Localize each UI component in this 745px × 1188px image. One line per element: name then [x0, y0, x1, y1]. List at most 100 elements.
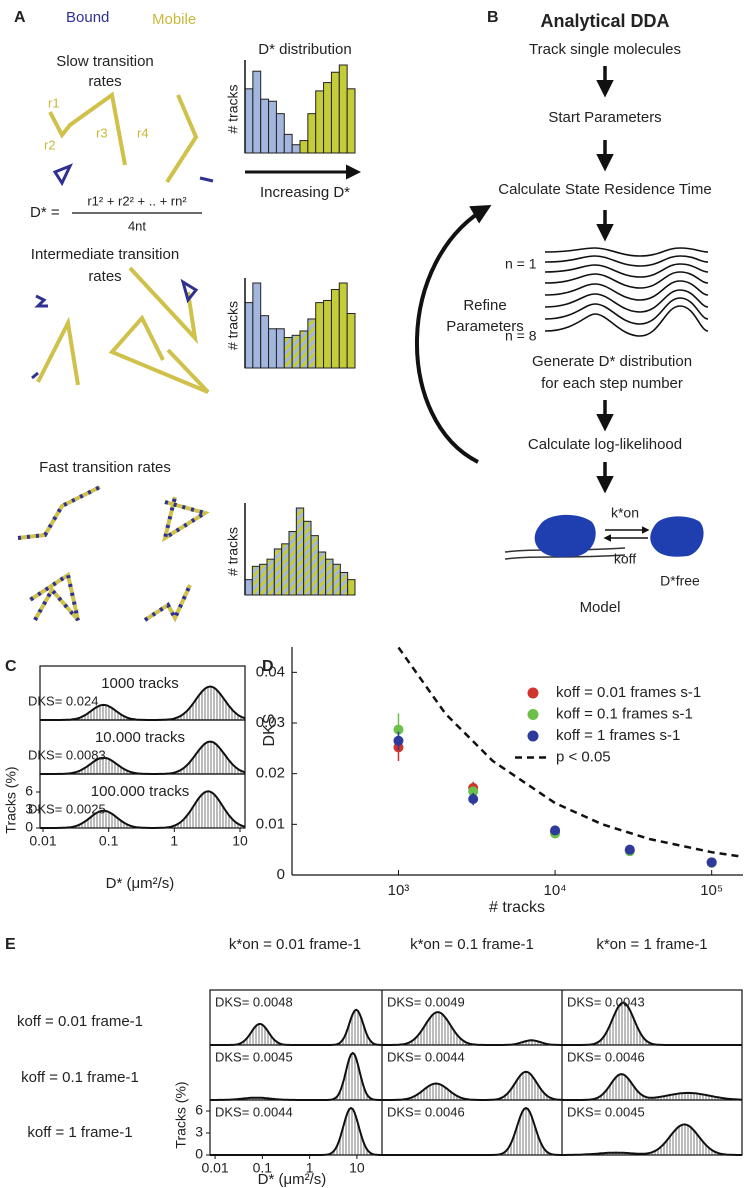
legend-marker [527, 687, 539, 699]
y-axis-label: # tracks [225, 527, 241, 576]
y-tick-label: 3 [25, 801, 33, 817]
y-tick-label: 6 [195, 1102, 203, 1118]
histogram-bar [252, 282, 262, 369]
step-count: n = 1 [505, 256, 537, 272]
histogram-bar [291, 334, 301, 369]
x-tick-label: 1 [170, 833, 178, 849]
section-title: Fast transition rates [39, 459, 171, 476]
x-tick-label: 10⁵ [700, 882, 723, 899]
legend-mobile: Mobile [152, 11, 196, 28]
histogram-bar [260, 315, 270, 369]
column-label: k*on = 1 frame-1 [596, 936, 707, 953]
x-axis-label: # tracks [489, 899, 545, 916]
column-label: k*on = 0.1 frame-1 [410, 936, 534, 953]
y-axis-label: Tracks (%) [173, 1081, 189, 1148]
histogram-bar [299, 330, 309, 369]
x-tick-label: 0.01 [29, 833, 56, 849]
histogram-area [210, 1053, 382, 1100]
panel-letter: C [5, 658, 17, 675]
histogram-bar [346, 88, 356, 154]
histogram-bar [259, 563, 268, 596]
dks-label: DKS= 0.0046 [567, 1049, 645, 1064]
x-tick-label: 10³ [388, 882, 410, 899]
x-axis-label: D* (μm²/s) [106, 875, 175, 892]
panel-letter: E [5, 936, 16, 953]
histogram-bar [338, 64, 348, 154]
data-point [393, 724, 404, 735]
histogram-bar [332, 563, 341, 596]
histogram-area [382, 1012, 562, 1045]
column-label: k*on = 0.01 frame-1 [229, 936, 361, 953]
flow-step: Track single molecules [529, 41, 681, 58]
histogram-area [562, 1124, 742, 1155]
histogram-bar [291, 144, 301, 154]
flow-step: Calculate log-likelihood [528, 436, 682, 453]
formula: r1² + r2² + .. + rn² [87, 193, 187, 208]
threshold-line [397, 646, 744, 859]
legend-bound: Bound [66, 9, 109, 26]
formula: 4nt [128, 218, 146, 233]
histogram-area [382, 1071, 562, 1100]
flow-step: Start Parameters [548, 109, 661, 126]
histogram-bar [268, 100, 277, 154]
x-tick-label: 10 [349, 1160, 365, 1176]
row-label: koff = 1 frame-1 [27, 1124, 132, 1141]
histogram-bar [275, 113, 285, 154]
fast-tracks [17, 485, 210, 623]
subplot-frame [39, 773, 246, 829]
x-tick-label: 10 [232, 833, 248, 849]
dks-label: DKS= 0.0083 [28, 747, 106, 762]
panel-letter: B [487, 9, 499, 26]
slow-tracks [48, 91, 214, 187]
data-point [468, 786, 479, 797]
histogram-bar [252, 70, 262, 154]
histogram-bar [315, 302, 325, 369]
step-label: r3 [96, 125, 108, 140]
histogram-area [40, 741, 245, 774]
panel-title: Analytical DDA [540, 11, 669, 31]
data-point [468, 794, 479, 804]
refine-label: Parameters [446, 318, 524, 335]
dks-label: DKS= 0.0044 [387, 1049, 465, 1064]
histogram-bar [260, 98, 270, 154]
histogram-bar [307, 113, 317, 154]
section-title: Intermediate transition [31, 246, 179, 263]
y-tick-label: 0.01 [256, 815, 285, 832]
data-point [624, 844, 635, 855]
histogram-bar [307, 318, 317, 369]
histogram-bar [288, 531, 297, 596]
dks-label: DKS= 0.024 [28, 693, 98, 708]
histogram-bar [244, 302, 254, 369]
y-axis-label: # tracks [225, 301, 241, 350]
step-curves [544, 247, 709, 337]
refine-arrow [414, 205, 492, 464]
histogram-bar [299, 140, 309, 154]
histogram-bar [283, 133, 293, 154]
intermediate-tracks [31, 266, 210, 394]
fit-curve [562, 1073, 743, 1101]
histogram-bar [325, 558, 334, 596]
panel-letter: D [262, 658, 274, 675]
rate-label: koff [614, 551, 636, 567]
formula: D* = [30, 204, 60, 221]
legend-label: koff = 1 frames s-1 [556, 727, 680, 744]
histogram-area [382, 1108, 562, 1155]
arrow-label: Increasing D* [260, 184, 350, 201]
dks-label: DKS= 0.0044 [215, 1104, 293, 1119]
flow-step: Generate D* distribution [532, 353, 692, 370]
legend-marker [527, 730, 539, 742]
histogram-bar [338, 282, 348, 369]
row-label: koff = 0.1 frame-1 [21, 1069, 139, 1086]
subplot-label: 10.000 tracks [95, 729, 185, 746]
fit-curve [562, 1123, 742, 1156]
x-tick-label: 0.1 [99, 833, 119, 849]
histogram-bar [273, 548, 283, 596]
fit-curve [382, 1011, 562, 1046]
refine-label: Refine [463, 297, 506, 314]
dks-label: DKS= 0.0045 [215, 1049, 293, 1064]
histogram-bar [330, 71, 340, 154]
histogram-bar [251, 565, 261, 596]
subplot-label: 100.000 tracks [91, 783, 189, 800]
dks-label: DKS= 0.0043 [567, 994, 645, 1009]
y-tick-label: 0.04 [256, 663, 285, 680]
